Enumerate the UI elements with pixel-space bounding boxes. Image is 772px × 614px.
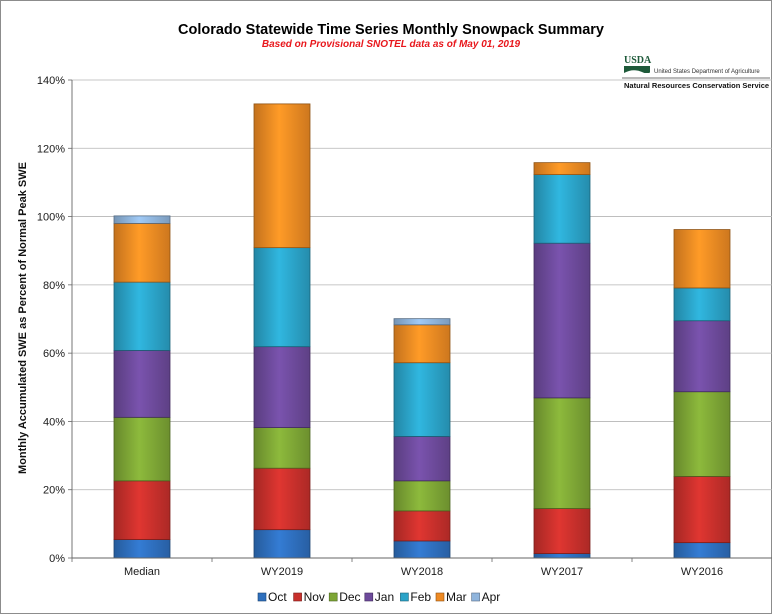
y-tick-label: 40% bbox=[43, 416, 65, 428]
bar-segment-wy2017-oct bbox=[533, 553, 591, 559]
usda-wordmark: USDA bbox=[624, 55, 652, 66]
bar-segment-median-apr bbox=[113, 215, 171, 224]
legend-label: Feb bbox=[410, 590, 431, 604]
legend-label: Mar bbox=[446, 590, 467, 604]
axes bbox=[71, 80, 772, 559]
legend-item-dec: Dec bbox=[328, 590, 361, 604]
bar-segment-wy2017-feb bbox=[533, 174, 591, 244]
legend-label: Dec bbox=[339, 590, 360, 604]
legend: Oct Nov Dec Jan Feb Mar Apr bbox=[257, 590, 501, 604]
y-tick-label: 100% bbox=[37, 212, 65, 224]
bar-segment-median-oct bbox=[113, 539, 171, 559]
chart-subtitle: Based on Provisional SNOTEL data as of M… bbox=[262, 39, 521, 50]
bar-segment-median-jan bbox=[113, 350, 171, 418]
bar-segment-wy2018-jan bbox=[393, 436, 451, 482]
x-axis-ticks: Median WY2019 WY2018 WY2017 WY2016 bbox=[71, 558, 723, 578]
bar-segment-wy2017-mar bbox=[533, 162, 591, 175]
legend-swatch bbox=[400, 592, 409, 602]
bar-segment-wy2016-oct bbox=[673, 542, 731, 559]
legend-swatch bbox=[293, 592, 302, 602]
legend-swatch bbox=[364, 592, 374, 602]
bar-segment-median-mar bbox=[113, 222, 171, 283]
usda-logo: USDA United States Department of Agricul… bbox=[622, 55, 770, 90]
bar-segment-wy2018-mar bbox=[393, 324, 451, 364]
bar-segment-wy2016-jan bbox=[673, 320, 731, 393]
x-tick-label: WY2017 bbox=[541, 566, 583, 578]
legend-item-nov: Nov bbox=[293, 590, 325, 604]
bar-segment-median-feb bbox=[113, 281, 171, 351]
bar-segment-wy2018-dec bbox=[393, 480, 451, 512]
bar-segment-wy2019-oct bbox=[253, 529, 311, 559]
y-axis-ticks: 0% 20% 40% 60% 80% 100% 120% 140% bbox=[37, 75, 72, 565]
legend-item-apr: Apr bbox=[471, 590, 501, 604]
bar-segment-wy2016-nov bbox=[673, 475, 731, 544]
bar-segment-wy2016-feb bbox=[673, 287, 731, 322]
legend-swatch bbox=[257, 592, 267, 602]
legend-swatch bbox=[471, 592, 480, 602]
bar-segment-wy2019-feb bbox=[253, 247, 311, 348]
bar-segment-wy2018-feb bbox=[393, 362, 451, 437]
usda-department-text: United States Department of Agriculture bbox=[654, 69, 760, 75]
bars bbox=[113, 103, 731, 559]
y-tick-label: 60% bbox=[43, 348, 65, 360]
x-tick-label: WY2019 bbox=[261, 566, 303, 578]
y-tick-label: 120% bbox=[37, 143, 65, 155]
legend-label: Nov bbox=[304, 590, 325, 604]
x-tick-label: Median bbox=[124, 566, 160, 578]
y-axis-label: Monthly Accumulated SWE as Percent of No… bbox=[17, 162, 29, 474]
y-tick-label: 80% bbox=[43, 280, 65, 292]
bar-segment-median-dec bbox=[113, 416, 171, 482]
y-tick-label: 140% bbox=[37, 75, 65, 87]
legend-swatch bbox=[328, 592, 338, 602]
chart-title: Colorado Statewide Time Series Monthly S… bbox=[178, 22, 604, 38]
legend-item-feb: Feb bbox=[400, 590, 431, 604]
bar-segment-wy2017-jan bbox=[533, 242, 591, 399]
legend-item-oct: Oct bbox=[257, 590, 287, 604]
bar-segment-wy2017-dec bbox=[533, 397, 591, 509]
legend-item-mar: Mar bbox=[435, 590, 467, 604]
usda-logo-bar bbox=[624, 66, 650, 73]
bar-segment-wy2019-mar bbox=[253, 103, 311, 249]
x-tick-label: WY2016 bbox=[681, 566, 723, 578]
bar-segment-wy2017-nov bbox=[533, 508, 591, 554]
bar-segment-wy2019-dec bbox=[253, 427, 311, 469]
x-tick-label: WY2018 bbox=[401, 566, 443, 578]
legend-label: Apr bbox=[482, 590, 501, 604]
y-tick-label: 20% bbox=[43, 485, 65, 497]
legend-label: Oct bbox=[268, 590, 287, 604]
legend-label: Jan bbox=[375, 590, 394, 604]
bar-segment-wy2018-apr bbox=[393, 318, 451, 326]
bar-segment-wy2019-nov bbox=[253, 467, 311, 531]
bar-segment-wy2016-dec bbox=[673, 391, 731, 477]
y-tick-label: 0% bbox=[49, 553, 65, 565]
legend-item-jan: Jan bbox=[364, 590, 394, 604]
bar-segment-wy2019-jan bbox=[253, 346, 311, 428]
bar-segment-wy2016-mar bbox=[673, 229, 731, 289]
nrcs-text: Natural Resources Conservation Service bbox=[624, 81, 769, 90]
legend-swatch bbox=[435, 592, 445, 602]
bar-segment-median-nov bbox=[113, 480, 171, 540]
bar-segment-wy2018-nov bbox=[393, 510, 451, 542]
bar-segment-wy2018-oct bbox=[393, 540, 451, 559]
usda-logo-wave bbox=[624, 70, 651, 74]
